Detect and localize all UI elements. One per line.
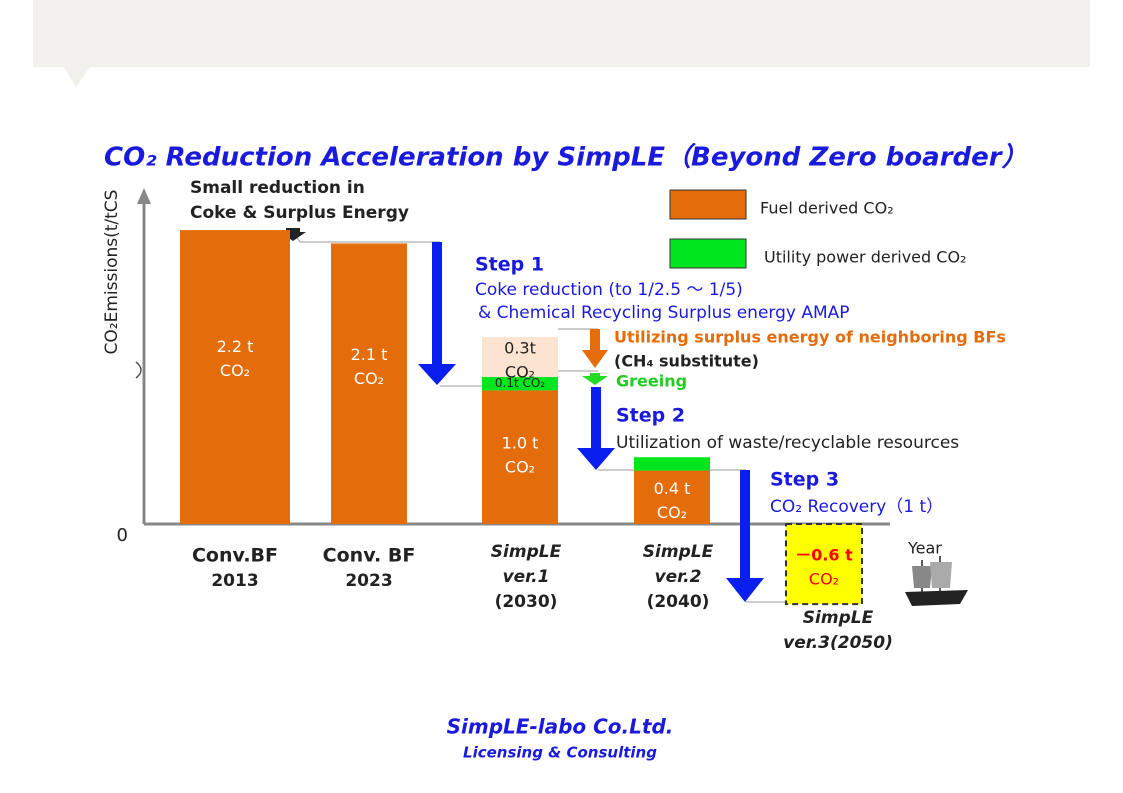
x-tick-label: 2013 xyxy=(211,571,258,591)
bar-segment xyxy=(180,230,290,524)
x-axis-label: Year xyxy=(907,539,942,558)
value-label: CO₂ xyxy=(657,503,687,522)
value-label: 0.1t CO₂ xyxy=(495,376,545,390)
legend-label: Fuel derived CO₂ xyxy=(760,199,894,218)
annotation: CO₂ Recovery（1 t） xyxy=(770,497,943,517)
annotation: Utilizing surplus energy of neighboring … xyxy=(614,328,1006,347)
step1-arrow xyxy=(418,242,456,385)
bar-segment xyxy=(482,377,558,391)
annotation: Small reduction in xyxy=(190,178,365,198)
value-label: 2.2 t xyxy=(217,337,254,356)
value-label: CO₂ xyxy=(505,457,535,476)
value-label: 2.1 t xyxy=(351,345,388,364)
legend-label: Utility power derived CO₂ xyxy=(764,248,966,267)
annotation: Utilization of waste/recyclable resource… xyxy=(616,433,959,453)
axis-break xyxy=(135,361,142,379)
y-axis-label: CO₂Emissions(t/tCS xyxy=(102,190,122,355)
annotation: Greeing xyxy=(616,372,687,391)
ship-icon xyxy=(905,556,968,606)
value-label: －0.6 t xyxy=(795,546,853,565)
bar-segment xyxy=(634,470,710,524)
top-banner xyxy=(33,0,1090,67)
value-label: CO₂ xyxy=(505,363,535,382)
x-tick-label: SimpLE xyxy=(803,608,874,628)
footer-tagline: Licensing & Consulting xyxy=(463,744,657,762)
value-label: 0.4 t xyxy=(654,479,691,498)
x-tick-label: (2030) xyxy=(495,592,558,612)
connectors xyxy=(289,227,786,603)
chart-title: CO₂ Reduction Acceleration by SimpLE（Bey… xyxy=(104,143,1028,173)
y-axis-arrow xyxy=(137,188,151,204)
bar-segment xyxy=(634,457,710,471)
value-label: CO₂ xyxy=(354,369,384,388)
value-label: CO₂ xyxy=(809,570,839,589)
bar-segment xyxy=(785,523,863,606)
bar-segment xyxy=(482,390,558,524)
annotation: (CH₄ substitute) xyxy=(614,352,759,371)
annotation: Step 1 xyxy=(475,254,544,276)
x-tick-label: ver.1 xyxy=(503,567,550,587)
surplus-arrow xyxy=(582,329,608,368)
annotation: Coke reduction (to 1/2.5 ～ 1/5) xyxy=(475,280,743,300)
annotation: Step 3 xyxy=(770,469,839,491)
x-tick-label: 2023 xyxy=(345,571,392,591)
step3-arrow xyxy=(726,470,764,602)
x-tick-label: Conv.BF xyxy=(192,545,278,567)
annotation: Coke & Surplus Energy xyxy=(190,203,409,223)
step2-arrow xyxy=(577,387,615,470)
banner-notch xyxy=(64,67,90,87)
legend-swatch xyxy=(669,189,747,220)
x-tick-label: ver.3(2050) xyxy=(783,633,893,653)
x-tick-label: ver.2 xyxy=(655,567,702,587)
value-label: CO₂ xyxy=(220,361,250,380)
x-tick-label: SimpLE xyxy=(491,542,562,562)
bar-segment xyxy=(331,243,407,524)
greening-arrow xyxy=(582,373,608,385)
value-label: 0.3t xyxy=(504,339,536,358)
x-tick-label: Conv. BF xyxy=(323,545,416,567)
x-tick-label: SimpLE xyxy=(643,542,714,562)
annotation: & Chemical Recycling Surplus energy AMAP xyxy=(478,303,850,323)
footer-company: SimpLE-labo Co.Ltd. xyxy=(447,715,674,739)
value-label: 1.0 t xyxy=(502,433,539,452)
annotation: Step 2 xyxy=(616,405,685,427)
legend-swatch xyxy=(669,238,747,269)
bar-segment xyxy=(482,336,558,378)
x-tick-label: (2040) xyxy=(647,592,710,612)
y-tick-label: 0 xyxy=(117,525,128,546)
